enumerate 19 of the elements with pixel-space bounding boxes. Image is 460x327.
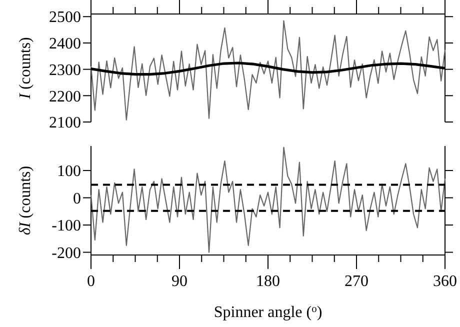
- x-tick-label: 90: [172, 273, 188, 290]
- y-tick-label: 0: [73, 190, 81, 208]
- y-tick-label: 2400: [49, 36, 81, 53]
- y-axis-title: δI (counts): [17, 166, 34, 236]
- y-tick-label: 2200: [49, 88, 81, 106]
- x-tick-label: 360: [433, 273, 457, 290]
- x-tick-label: 0: [87, 273, 95, 290]
- x-tick-label: 270: [344, 273, 368, 290]
- y-tick-label: 100: [57, 163, 81, 180]
- y-tick-label: -100: [52, 218, 81, 235]
- x-tick-label: 180: [256, 273, 280, 290]
- x-axis-title: Spinner angle ($^{o}$): [214, 304, 322, 321]
- y-tick-label: -200: [52, 244, 81, 262]
- y-tick-label: 2100: [49, 114, 81, 132]
- line-series: [90, 146, 446, 253]
- line-series: [90, 20, 446, 120]
- y-tick-label: 2300: [49, 62, 81, 79]
- y-axis-title: I (counts): [17, 37, 34, 100]
- y-tick-label: 2500: [49, 9, 81, 26]
